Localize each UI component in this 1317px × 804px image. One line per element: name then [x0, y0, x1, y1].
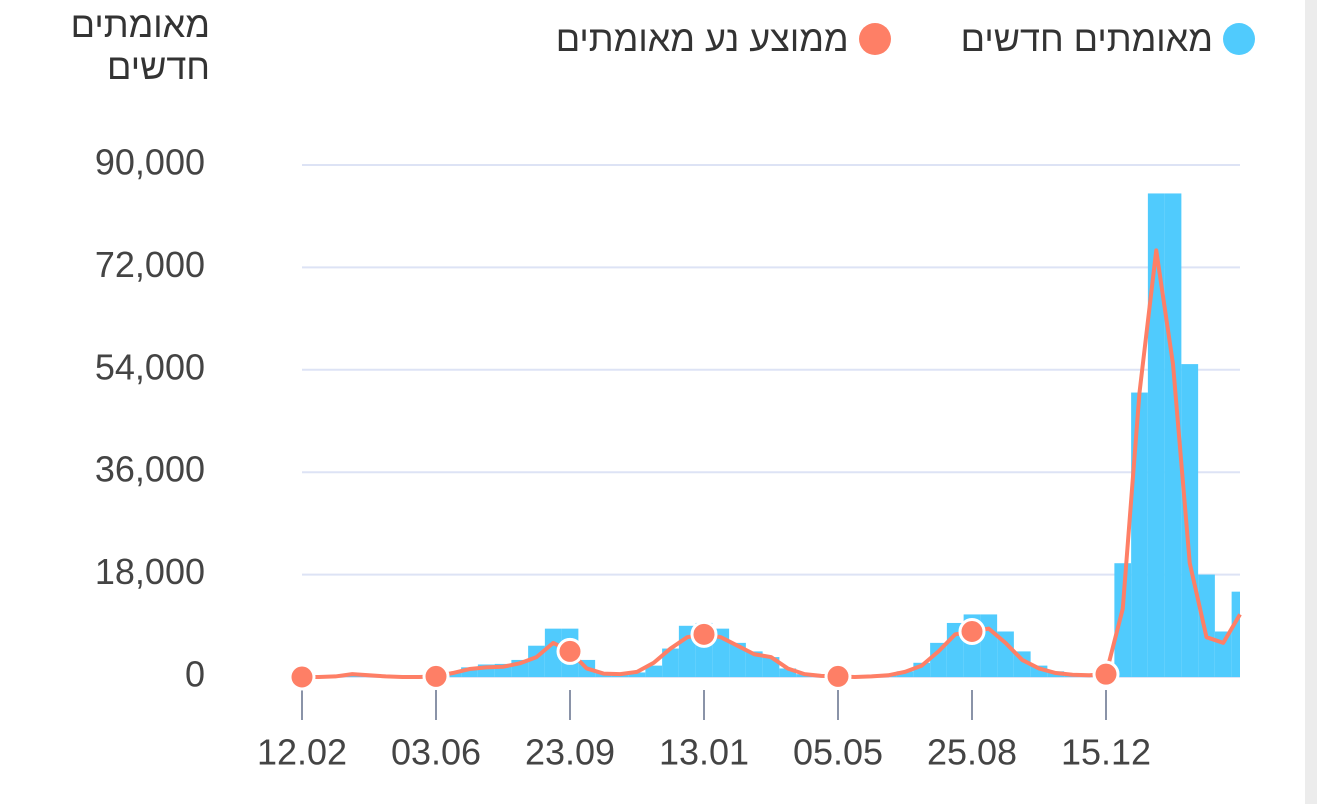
legend-swatch: [858, 23, 891, 55]
line-marker: [824, 662, 852, 690]
bar: [1114, 563, 1132, 677]
bar: [1030, 665, 1048, 677]
line-marker: [690, 620, 718, 648]
bar: [461, 667, 478, 677]
x-tick-label: 03.06: [391, 732, 481, 773]
bar: [645, 665, 663, 677]
bar: [779, 668, 797, 677]
bar: [896, 671, 914, 677]
legend-label: מאומתים חדשים: [960, 18, 1213, 59]
x-tick-label: 23.09: [525, 732, 615, 773]
line-marker: [422, 662, 450, 690]
x-tick-label: 05.05: [793, 732, 883, 773]
bar: [997, 631, 1014, 677]
x-tick-label: 12.02: [257, 732, 347, 773]
legend-item[interactable]: מאומתים חדשים: [961, 18, 1255, 60]
x-tick-label: 13.01: [659, 732, 749, 773]
x-tick-label: 25.08: [927, 732, 1017, 773]
bar: [1181, 364, 1199, 677]
bar: [745, 651, 763, 677]
x-tick-label: 15.12: [1061, 732, 1151, 773]
bar: [1214, 631, 1232, 677]
bar: [1147, 193, 1165, 677]
panel-edge: [1305, 0, 1317, 804]
y-tick-label: 72,000: [95, 244, 205, 285]
y-tick-label: 36,000: [95, 449, 205, 490]
line-marker: [556, 637, 584, 665]
y-tick-label: 90,000: [95, 142, 205, 183]
bar: [628, 672, 646, 677]
line-marker: [288, 663, 316, 691]
y-tick-label: 18,000: [95, 551, 205, 592]
bar: [1131, 392, 1148, 677]
y-tick-label: 0: [185, 654, 205, 695]
legend-item[interactable]: ממוצע נע מאומתים: [556, 18, 891, 60]
bar: [662, 648, 679, 677]
bar: [1164, 193, 1182, 677]
bar: [930, 642, 947, 677]
bar: [544, 628, 562, 677]
line-marker: [958, 617, 986, 645]
bar: [1198, 574, 1215, 677]
line: [302, 248, 1242, 679]
y-tick-label: 54,000: [95, 346, 205, 387]
legend-swatch: [1223, 23, 1255, 55]
bar: [1231, 591, 1240, 677]
y-axis-title: מאומתים חדשים: [70, 4, 210, 87]
line-marker: [1092, 660, 1120, 688]
legend: מאומתים חדשים ממוצע נע מאומתים: [300, 18, 1255, 60]
legend-label: ממוצע נע מאומתים: [555, 18, 849, 59]
bar: [729, 642, 746, 677]
